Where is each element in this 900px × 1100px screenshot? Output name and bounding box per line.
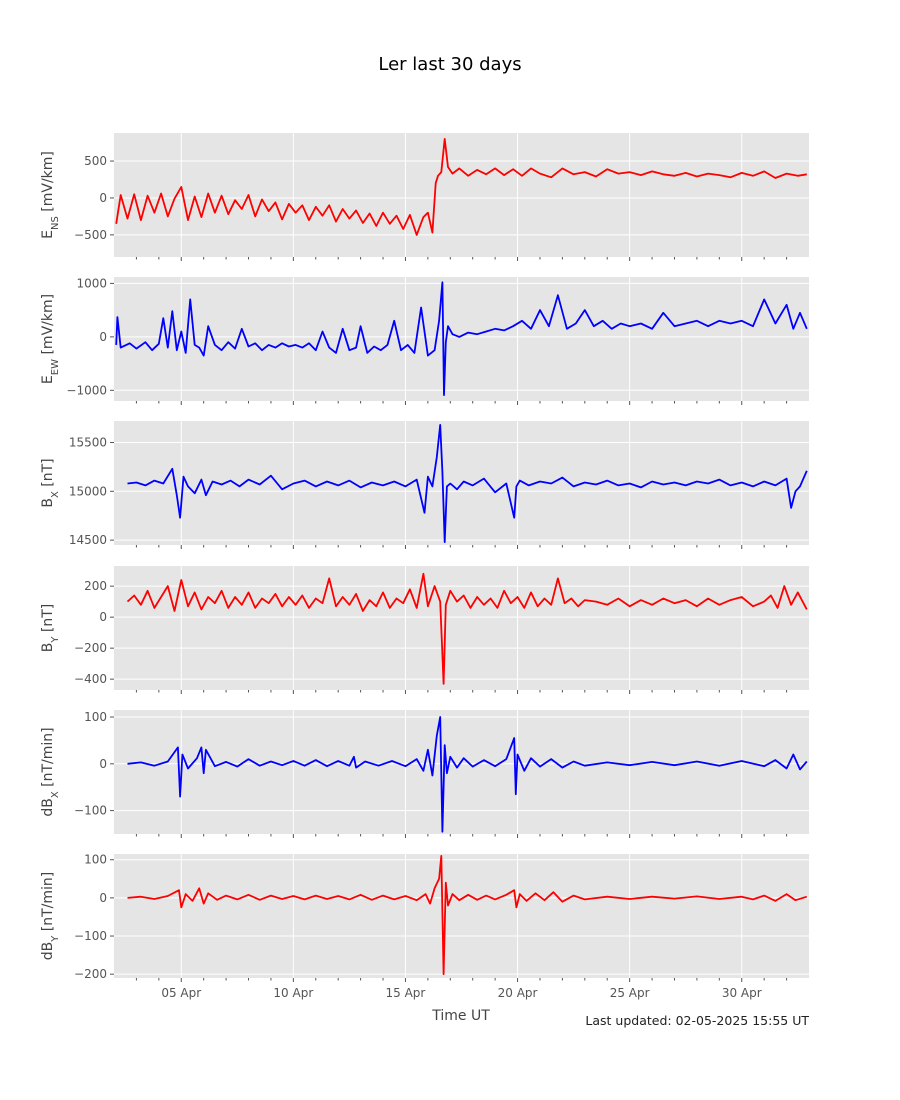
y-label-main: dB: [40, 798, 56, 817]
y-label-main: B: [40, 498, 56, 508]
x-axis-label: Time UT: [431, 1008, 490, 1024]
series-line: [127, 424, 808, 543]
y-tick-label: 0: [99, 757, 107, 771]
y-label-unit: [mV/km]: [40, 294, 56, 359]
y-tick-label: 200: [84, 579, 107, 593]
y-tick-label: 1000: [76, 276, 107, 290]
y-label-subscript: EW: [50, 359, 61, 375]
y-tick-label: −200: [74, 641, 107, 655]
y-label-subscript: Y: [50, 636, 61, 644]
x-tick-label: 10 Apr: [273, 986, 313, 1000]
y-label-unit: [nT/min]: [40, 727, 56, 791]
panel-6: −200 −100 0 100 dBY [nT/min] 05 Apr 10 Apr 15 A…: [40, 853, 809, 1000]
y-tick-label: 15500: [69, 435, 107, 449]
y-label-unit: [nT]: [40, 458, 56, 491]
panel-2: −1000 0 1000 EEW [mV/km]: [40, 276, 809, 405]
y-tick-label: 0: [99, 610, 107, 624]
y-label-subscript: X: [50, 491, 61, 498]
y-label-unit: [nT/min]: [40, 872, 56, 936]
y-axis-label: BY [nT]: [40, 604, 61, 653]
y-tick-label: −500: [74, 228, 107, 242]
series-line: [115, 281, 808, 396]
series-line: [126, 572, 808, 685]
y-tick-label: 15000: [69, 484, 107, 498]
series-line: [127, 716, 808, 833]
y-label-unit: [mV/km]: [40, 151, 56, 216]
y-axis-label: dBY [nT/min]: [40, 872, 61, 961]
y-axis-label: ENS [mV/km]: [40, 151, 61, 239]
plot-area: [114, 854, 809, 978]
y-tick-label: 500: [84, 154, 107, 168]
y-tick-label: 100: [84, 853, 107, 867]
y-tick-label: −200: [74, 967, 107, 981]
y-label-main: E: [40, 230, 56, 239]
plot-area: [114, 566, 809, 690]
x-tick-label: 20 Apr: [498, 986, 538, 1000]
y-label-main: dB: [40, 942, 56, 961]
plot-area: [114, 133, 809, 257]
y-tick-label: −100: [74, 929, 107, 943]
y-tick-label: 0: [99, 891, 107, 905]
y-tick-label: −1000: [66, 383, 107, 397]
plot-area: [114, 710, 809, 834]
y-tick-label: −400: [74, 672, 107, 686]
y-label-main: E: [40, 375, 56, 384]
x-tick-label: 05 Apr: [161, 986, 201, 1000]
series-line: [115, 138, 807, 236]
series-line: [127, 855, 808, 976]
x-tick-label: 30 Apr: [722, 986, 762, 1000]
y-label-main: B: [40, 643, 56, 653]
panel-4: −400 −200 0 200 BY [nT]: [40, 566, 809, 694]
y-label-subscript: NS: [50, 216, 61, 230]
plot-area: [114, 277, 809, 401]
y-axis-label: EEW [mV/km]: [40, 294, 61, 384]
x-tick-label: 25 Apr: [610, 986, 650, 1000]
last-updated-footer: Last updated: 02-05-2025 15:55 UT: [585, 1013, 809, 1028]
y-label-subscript: Y: [50, 935, 61, 943]
y-tick-label: 0: [99, 330, 107, 344]
y-label-subscript: X: [50, 791, 61, 798]
y-label-unit: [nT]: [40, 604, 56, 637]
y-axis-label: BX [nT]: [40, 458, 61, 507]
y-tick-label: 14500: [69, 533, 107, 547]
y-tick-label: −100: [74, 804, 107, 818]
y-tick-label: 0: [99, 191, 107, 205]
chart-title: Ler last 30 days: [378, 54, 521, 75]
y-axis-label: dBX [nT/min]: [40, 727, 61, 816]
panel-5: −100 0 100 dBX [nT/min]: [40, 710, 809, 838]
panel-3: 14500 15000 15500 BX [nT]: [40, 421, 809, 549]
y-tick-label: 100: [84, 710, 107, 724]
panel-1: −500 0 500 ENS [mV/km]: [40, 133, 809, 261]
x-tick-label: 15 Apr: [386, 986, 426, 1000]
